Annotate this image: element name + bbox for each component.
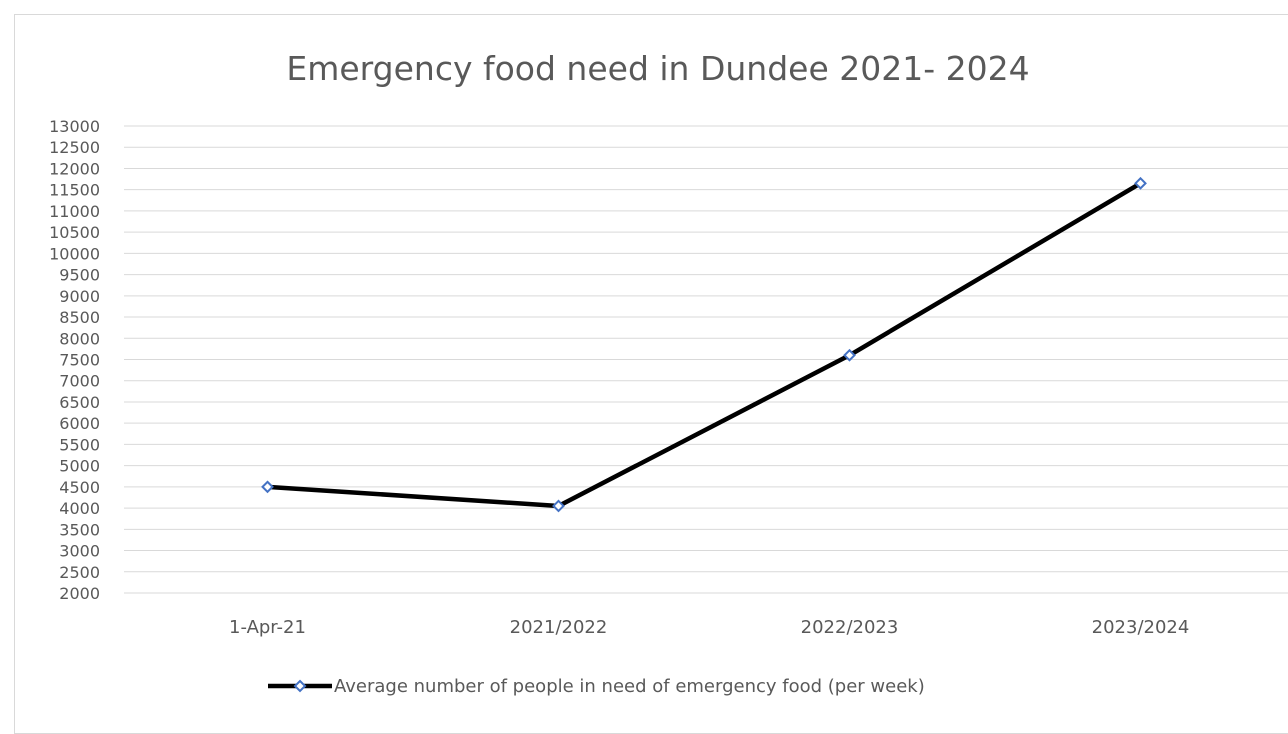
y-tick-label: 8500 <box>59 308 100 327</box>
y-tick-label: 4000 <box>59 499 100 518</box>
y-tick-label: 2500 <box>59 563 100 582</box>
series-line <box>267 181 1142 509</box>
y-tick-label: 11000 <box>49 202 100 221</box>
data-point-marker <box>261 480 274 494</box>
y-tick-label: 13000 <box>49 117 100 136</box>
y-tick-label: 9500 <box>59 266 100 285</box>
y-tick-label: 11500 <box>49 181 100 200</box>
chart-area <box>14 14 1288 734</box>
data-point-marker <box>1134 176 1147 190</box>
legend-label: Average number of people in need of emer… <box>334 676 925 697</box>
x-tick-label: 2022/2023 <box>801 617 899 638</box>
y-tick-label: 10000 <box>49 244 100 263</box>
x-tick-label: 2021/2022 <box>510 617 608 638</box>
series-markers <box>261 176 1147 513</box>
y-tick-label: 3500 <box>59 520 100 539</box>
y-tick-label: 3000 <box>59 542 100 561</box>
y-tick-label: 7500 <box>59 351 100 370</box>
legend: Average number of people in need of emer… <box>268 676 925 697</box>
data-point-marker <box>552 499 565 513</box>
x-axis-tick-labels: 1-Apr-21 2021/2022 2022/2023 2023/2024 <box>229 617 1189 638</box>
y-tick-label: 12500 <box>49 138 100 157</box>
chart-title: Emergency food need in Dundee 2021- 2024 <box>286 49 1029 88</box>
y-tick-label: 4500 <box>59 478 100 497</box>
y-axis-tick-labels: 2000 2500 3000 3500 4000 4500 5000 5500 6000 6500… <box>49 117 100 603</box>
x-tick-label: 2023/2024 <box>1092 617 1190 638</box>
series-lines <box>267 181 1142 509</box>
y-tick-label: 7000 <box>59 372 100 391</box>
gridlines <box>124 125 1288 594</box>
y-tick-label: 5500 <box>59 435 100 454</box>
y-tick-label: 8000 <box>59 329 100 348</box>
data-point-marker <box>843 348 856 362</box>
y-tick-label: 2000 <box>59 584 100 603</box>
y-tick-label: 9000 <box>59 287 100 306</box>
y-tick-label: 6500 <box>59 393 100 412</box>
legend-marker-swatch <box>293 679 307 693</box>
y-tick-label: 6000 <box>59 414 100 433</box>
y-tick-label: 12000 <box>49 159 100 178</box>
y-tick-label: 5000 <box>59 457 100 476</box>
x-tick-label: 1-Apr-21 <box>229 617 306 638</box>
y-tick-label: 10500 <box>49 223 100 242</box>
